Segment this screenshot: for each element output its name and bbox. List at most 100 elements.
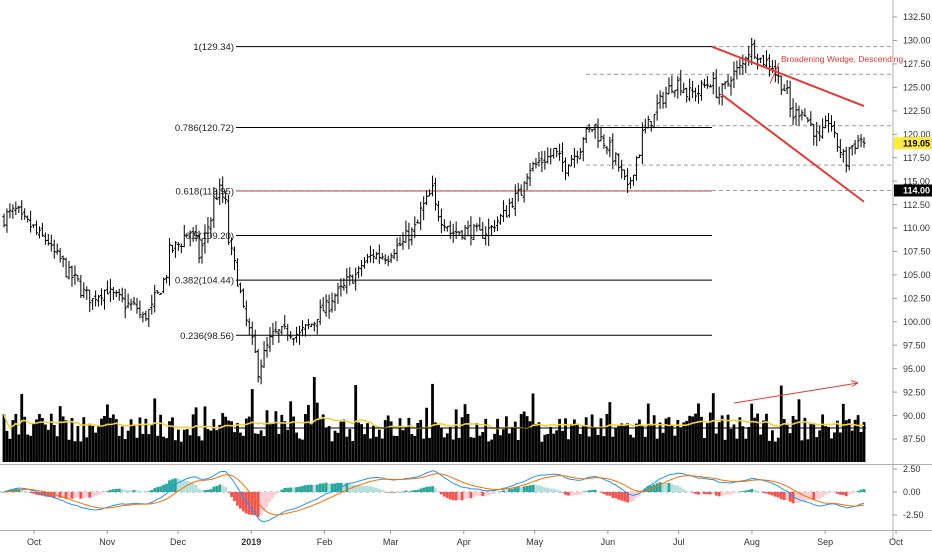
ohlc-bar [422, 196, 426, 221]
macd-histogram-bar [233, 492, 236, 501]
volume-bar [850, 430, 854, 462]
ohlc-bar [625, 168, 630, 194]
ohlc-bar [525, 173, 529, 191]
macd-histogram-bar [236, 492, 239, 506]
ohlc-bar [297, 325, 302, 345]
macd-histogram-bar [469, 492, 473, 499]
macd-histogram-bar [830, 492, 833, 493]
ohlc-bar [569, 154, 574, 167]
ohlc-bar [31, 224, 36, 228]
volume-bar [821, 414, 825, 462]
macd-histogram-bar [493, 492, 496, 494]
ohlc-bar [359, 259, 364, 277]
ohlc-bar [309, 323, 313, 328]
ohlc-bar [847, 146, 851, 171]
price-tick-label: 92.50 [903, 387, 926, 397]
ohlc-bar [522, 181, 526, 203]
ohlc-bar [862, 137, 866, 148]
volume-bar [617, 424, 621, 462]
volume-bar [369, 438, 372, 462]
volume-bar [91, 425, 95, 462]
volume-bar [735, 438, 739, 462]
volume-bar [640, 426, 644, 462]
ohlc-bar [17, 205, 21, 213]
macd-histogram-bar [259, 492, 263, 516]
drawings-layer[interactable]: Broadening Wedge, Descending [711, 45, 904, 404]
price-tick-label: 110.00 [903, 223, 930, 233]
ohlc-bar [312, 321, 316, 332]
ohlc-bar [815, 121, 819, 147]
fibonacci-layer[interactable]: 1(129.34) 0.786(120.72) 0.618(113.95) 0.5(1… [175, 42, 893, 342]
volume-bar [425, 407, 429, 462]
volume-bar [507, 433, 511, 462]
ohlc-bar [531, 161, 535, 172]
ohlc-bar [368, 245, 373, 263]
macd-histogram-bar [377, 488, 381, 492]
volume-bar [759, 434, 762, 462]
volume-bar [135, 437, 139, 462]
macd-histogram-bar [513, 487, 517, 492]
volume-bar [168, 421, 171, 462]
volume-bar [321, 414, 325, 462]
macd-histogram-bar [478, 492, 482, 496]
ohlc-bar [91, 297, 95, 310]
macd-histogram-bar [336, 482, 340, 492]
macd-histogram-bar [306, 484, 310, 492]
volume-bar [463, 404, 467, 462]
volume-bar [652, 415, 656, 462]
ohlc-bar [823, 115, 828, 129]
volume-bar [815, 437, 819, 462]
time-tick-label: Dec [170, 537, 187, 547]
volume-bar [398, 418, 402, 462]
ohlc-bar [8, 203, 12, 219]
volume-bar [262, 436, 266, 462]
volume-bar [244, 418, 248, 462]
ohlc-bar [581, 137, 585, 162]
volume-bar [360, 424, 363, 462]
ohlc-bar [327, 294, 331, 319]
fib-level-label: 0.5(109.20) [185, 231, 234, 242]
ohlc-bar [809, 111, 813, 127]
price-tick-label: 117.50 [903, 153, 930, 163]
ohlc-bar [212, 187, 216, 228]
volume-trend-arrow[interactable] [733, 382, 859, 404]
volume-bar [292, 416, 296, 462]
macd-histogram-bar [73, 492, 77, 499]
ohlc-bar [753, 39, 757, 59]
volume-bar [596, 434, 600, 462]
macd-histogram-bar [587, 490, 591, 492]
volume-bar [315, 402, 319, 462]
macd-histogram-bar [487, 492, 491, 495]
volume-bar [8, 438, 12, 462]
macd-histogram-bar [534, 484, 538, 492]
volume-bar [224, 416, 228, 462]
price-badge-label: 114.00 [903, 186, 930, 196]
macd-histogram-bar [762, 492, 765, 494]
ohlc-bar [714, 69, 718, 99]
wedge-upper-line[interactable] [711, 45, 865, 108]
volume-bar [268, 424, 272, 462]
volume-bar [853, 419, 857, 462]
macd-tick-label: -2.50 [903, 510, 924, 520]
macd-histogram-bar [348, 483, 352, 492]
ohlc-bar [55, 243, 59, 255]
volume-bar [499, 435, 502, 462]
macd-histogram-bar [614, 492, 618, 499]
ohlc-bar [859, 134, 863, 148]
macd-histogram-bar [404, 490, 408, 492]
wedge-lower-line[interactable] [721, 94, 865, 203]
macd-histogram-bar [667, 482, 671, 492]
macd-histogram-bar [280, 489, 284, 492]
macd-histogram-bar [312, 484, 316, 492]
volume-bar [389, 421, 393, 462]
ohlc-bar [484, 226, 488, 246]
ohlc-bar [537, 152, 541, 167]
volume-bar [236, 423, 239, 462]
ohlc-bar [324, 294, 328, 317]
volume-bar [741, 426, 745, 462]
macd-histogram-bar [209, 489, 213, 492]
macd-histogram-bar [661, 482, 665, 492]
macd-histogram-bar [20, 489, 24, 492]
